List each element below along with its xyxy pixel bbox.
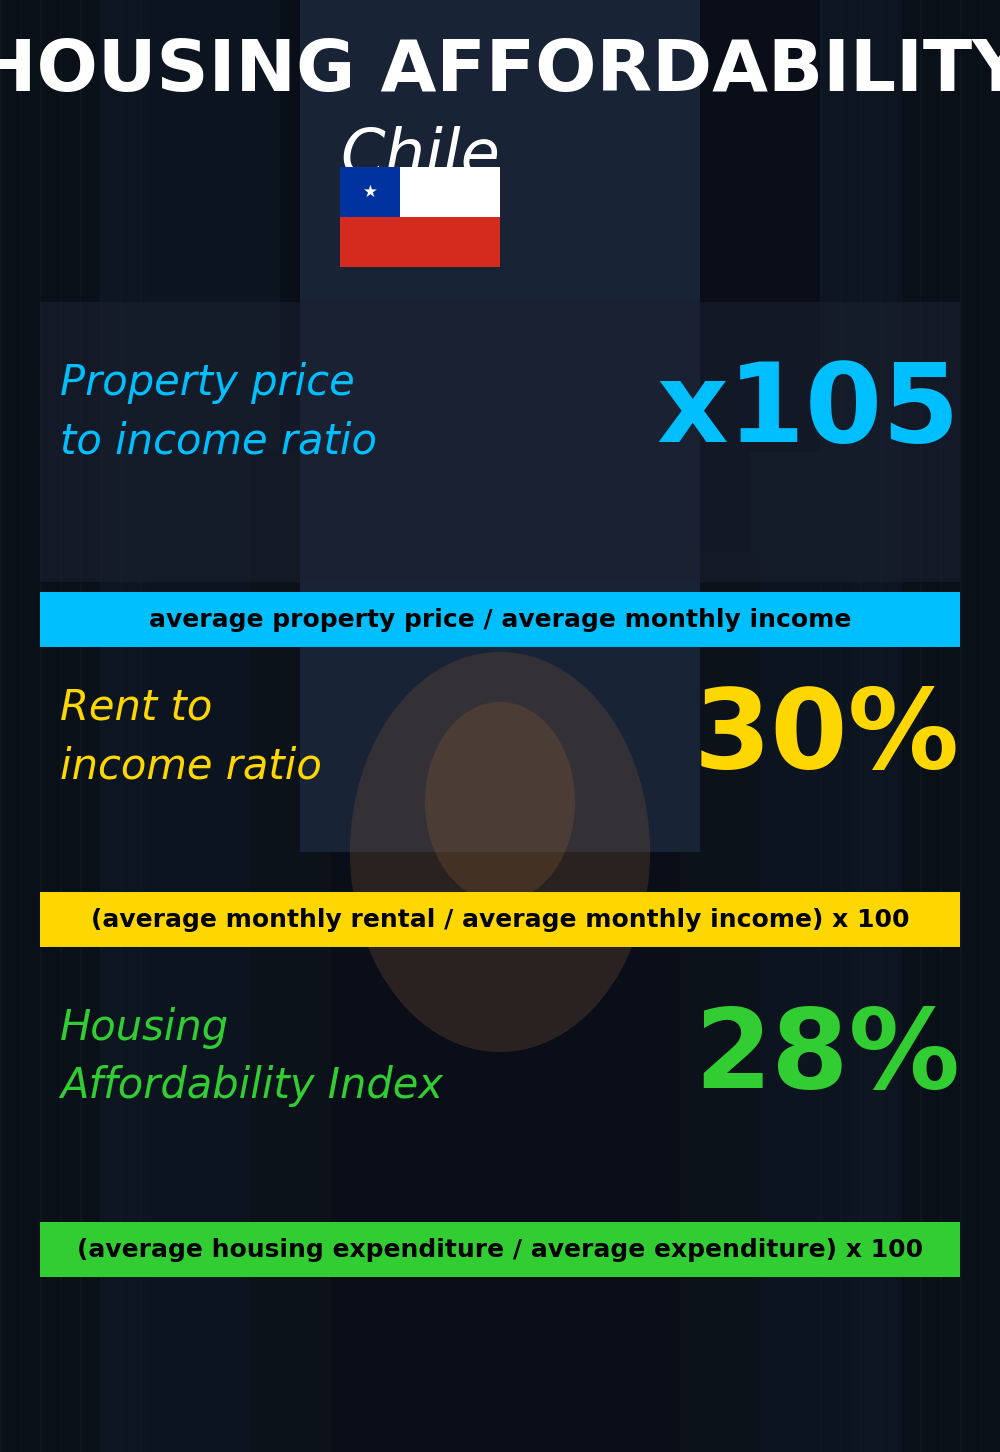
Bar: [250, 452, 330, 1452]
Bar: [0, 0, 100, 1452]
Text: ★: ★: [363, 183, 377, 200]
Bar: [40, 1223, 960, 1276]
Bar: [680, 552, 760, 1452]
Text: (average housing expenditure / average expenditure) x 100: (average housing expenditure / average e…: [77, 1239, 923, 1262]
Bar: [340, 216, 500, 267]
Bar: [820, 0, 822, 1452]
Bar: [940, 0, 942, 1452]
Bar: [900, 0, 902, 1452]
Text: Rent to
income ratio: Rent to income ratio: [60, 687, 322, 787]
Bar: [80, 0, 82, 1452]
Bar: [340, 167, 500, 216]
Text: HOUSING AFFORDABILITY: HOUSING AFFORDABILITY: [0, 38, 1000, 106]
Ellipse shape: [425, 701, 575, 902]
Text: average property price / average monthly income: average property price / average monthly…: [149, 608, 851, 632]
Bar: [980, 0, 982, 1452]
Bar: [900, 0, 1000, 1452]
Bar: [150, 0, 280, 1452]
Bar: [340, 167, 400, 216]
Text: Property price
to income ratio: Property price to income ratio: [60, 362, 377, 462]
Bar: [100, 0, 102, 1452]
Bar: [60, 0, 62, 1452]
Ellipse shape: [350, 652, 650, 1053]
Bar: [0, 0, 2, 1452]
Bar: [840, 0, 842, 1452]
Bar: [300, 0, 700, 852]
Bar: [880, 0, 882, 1452]
Bar: [40, 302, 960, 582]
Text: x105: x105: [656, 359, 960, 466]
Bar: [960, 0, 962, 1452]
Bar: [20, 0, 22, 1452]
Text: Chile: Chile: [340, 126, 500, 187]
Bar: [820, 0, 1000, 1452]
Bar: [40, 592, 960, 648]
Bar: [120, 0, 122, 1452]
Bar: [40, 892, 960, 947]
Text: (average monthly rental / average monthly income) x 100: (average monthly rental / average monthl…: [91, 908, 909, 932]
Bar: [0, 0, 180, 1452]
Bar: [750, 452, 850, 1452]
Text: 30%: 30%: [694, 684, 960, 790]
Text: 28%: 28%: [694, 1003, 960, 1111]
Bar: [920, 0, 922, 1452]
Bar: [40, 0, 42, 1452]
Bar: [860, 0, 862, 1452]
Text: Housing
Affordability Index: Housing Affordability Index: [60, 1006, 443, 1108]
Bar: [140, 0, 142, 1452]
